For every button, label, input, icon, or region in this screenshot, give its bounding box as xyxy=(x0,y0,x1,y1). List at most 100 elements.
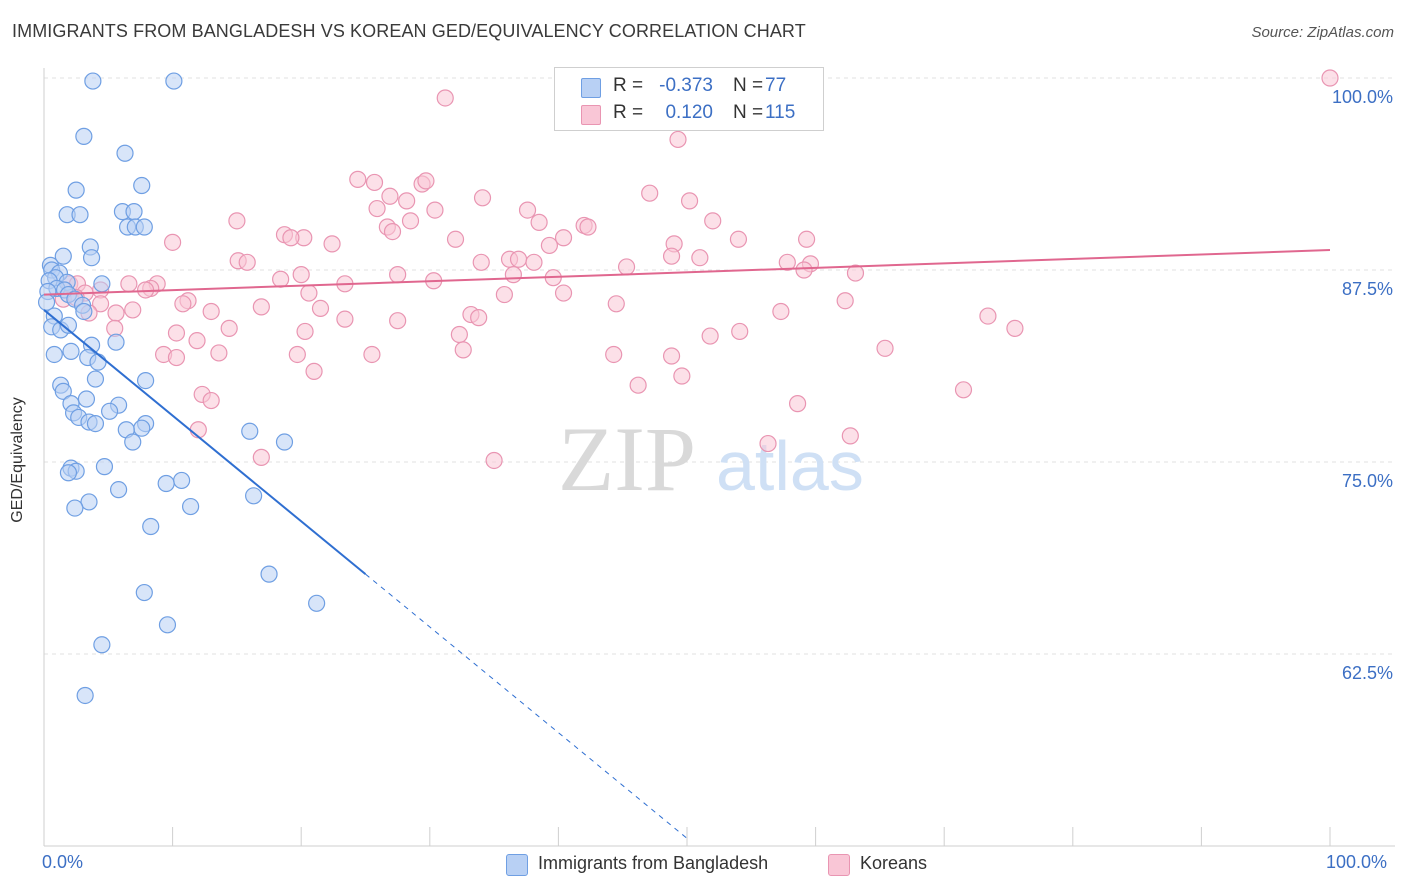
bangladesh-point xyxy=(107,333,125,351)
korean-point xyxy=(164,233,182,251)
korean-point xyxy=(220,319,238,337)
bangladesh-point xyxy=(136,371,155,390)
legend-label-bangladesh: Immigrants from Bangladesh xyxy=(538,853,769,873)
bangladesh-point xyxy=(142,517,160,536)
bangladesh-point xyxy=(260,565,278,583)
bangladesh-point xyxy=(66,499,84,517)
legend-swatch-pink xyxy=(828,854,850,876)
korean-point xyxy=(167,348,186,367)
korean-point xyxy=(202,302,220,321)
korean-point xyxy=(836,292,854,310)
watermark-atlas: atlas xyxy=(716,427,864,505)
korean-point xyxy=(540,236,558,255)
korean-point xyxy=(450,325,468,344)
korean-point xyxy=(525,253,543,271)
axes xyxy=(43,68,1395,847)
korean-point xyxy=(662,347,681,365)
bangladesh-point xyxy=(241,422,259,440)
watermark-zip: ZIP xyxy=(558,408,696,510)
korean-point xyxy=(252,298,270,316)
korean-point xyxy=(669,130,687,149)
korean-point xyxy=(300,284,318,302)
y-tick-labels: 62.5% 75.0% 87.5% 100.0% xyxy=(1332,87,1393,683)
bangladesh-point xyxy=(75,302,93,321)
bangladesh-point xyxy=(76,686,94,705)
legend-row-bangladesh: R = -0.373 N = 77 xyxy=(555,74,823,102)
korean-point xyxy=(788,395,807,413)
legend-n-label: N = xyxy=(733,75,764,96)
y-axis-label: GED/Equivalency xyxy=(9,397,26,523)
korean-point xyxy=(383,223,402,241)
korean-point xyxy=(530,213,548,231)
korean-point xyxy=(1321,69,1339,87)
korean-point xyxy=(202,391,220,410)
korean-point xyxy=(282,229,300,247)
bangladesh-point xyxy=(77,390,96,408)
correlation-legend: R = -0.373 N = 77 R = 0.120 N = 115 xyxy=(554,67,824,131)
bangladesh-point xyxy=(245,487,263,505)
korean-point xyxy=(238,253,256,271)
y-tick-label: 100.0% xyxy=(1332,87,1393,107)
korean-point xyxy=(120,275,138,293)
korean-point xyxy=(401,212,420,230)
korean-point xyxy=(292,266,310,284)
legend-swatch-blue xyxy=(506,854,528,876)
korean-point xyxy=(389,312,407,330)
korean-point xyxy=(509,250,528,268)
bangladesh-point xyxy=(62,342,80,361)
legend-n-value: 77 xyxy=(765,75,787,96)
korean-point xyxy=(368,199,386,218)
korean-point xyxy=(629,376,647,394)
bangladesh-point xyxy=(125,203,143,221)
korean-point xyxy=(272,270,290,288)
korean-point xyxy=(210,344,228,362)
bangladesh-point xyxy=(158,616,177,634)
korean-point xyxy=(795,261,813,279)
korean-point xyxy=(841,427,859,445)
bangladesh-point xyxy=(116,144,134,162)
korean-point xyxy=(124,301,142,319)
legend-r-label: R = xyxy=(613,102,644,123)
korean-point xyxy=(504,266,522,284)
korean-point xyxy=(470,309,488,327)
x-tick-label-max: 100.0% xyxy=(1326,852,1388,872)
korean-point xyxy=(454,341,472,359)
y-tick-label: 62.5% xyxy=(1342,663,1393,683)
legend-label-koreans: Koreans xyxy=(860,853,928,873)
bangladesh-point xyxy=(84,72,102,90)
korean-point xyxy=(426,201,444,219)
korean-point xyxy=(554,229,573,247)
bangladesh-point xyxy=(95,458,114,476)
x-tick-label-min: 0.0% xyxy=(42,852,84,872)
y-tick-label: 87.5% xyxy=(1342,279,1393,299)
legend-swatch-blue xyxy=(581,78,601,98)
bangladesh-point xyxy=(173,471,191,490)
chart-title: IMMIGRANTS FROM BANGLADESH VS KOREAN GED… xyxy=(12,21,806,41)
korean-point xyxy=(617,258,636,276)
bangladesh-point xyxy=(133,176,151,195)
bangladesh-trend-extension xyxy=(365,573,688,839)
korean-point xyxy=(772,302,790,321)
legend-row-koreans: R = 0.120 N = 115 xyxy=(555,101,823,129)
bangladesh-point xyxy=(109,481,128,499)
legend-r-value: -0.373 xyxy=(659,75,713,96)
legend-n-label: N = xyxy=(733,102,764,123)
korean-point xyxy=(846,264,865,282)
bangladesh-point xyxy=(59,464,78,482)
korean-point xyxy=(518,201,537,219)
source-credit: Source: ZipAtlas.com xyxy=(1251,24,1394,41)
korean-point xyxy=(691,249,709,267)
korean-point xyxy=(579,218,597,236)
bangladesh-point xyxy=(157,474,175,493)
korean-point xyxy=(417,172,435,190)
y-tick-label: 75.0% xyxy=(1342,471,1393,491)
korean-point xyxy=(979,307,997,325)
grid-lines xyxy=(44,77,1395,655)
korean-point xyxy=(174,295,192,313)
bangladesh-point xyxy=(86,370,105,388)
korean-point xyxy=(305,362,323,380)
korean-point xyxy=(363,345,381,364)
korean-point xyxy=(673,367,691,385)
korean-point xyxy=(349,170,367,188)
korean-point xyxy=(554,284,573,302)
